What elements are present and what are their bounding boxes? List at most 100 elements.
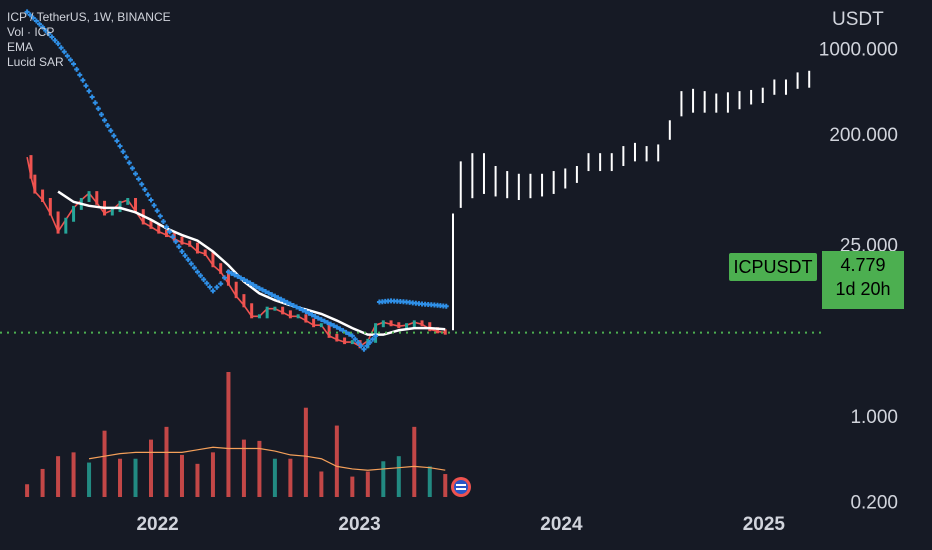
price-candle — [397, 322, 401, 329]
sar-cross — [222, 275, 228, 281]
sar-cross — [210, 288, 216, 294]
price-axis-currency: USDT — [832, 9, 884, 30]
sar-cross — [229, 270, 235, 276]
sar-cross — [49, 34, 55, 40]
indicator-lucid-sar[interactable]: Lucid SAR — [7, 55, 64, 69]
last-price-label: 4.779 1d 20h — [822, 251, 904, 309]
sar-cross — [287, 301, 293, 307]
sar-cross — [67, 57, 73, 63]
sar-cross — [36, 21, 42, 27]
sar-cross — [194, 269, 200, 275]
sar-cross — [61, 49, 67, 55]
price-candle — [56, 211, 60, 234]
sar-cross — [266, 290, 272, 296]
sar-cross — [367, 340, 373, 346]
price-candle — [374, 323, 378, 343]
sar-cross — [358, 343, 364, 349]
symbol-title[interactable]: ICP / TetherUS, 1W, BINANCE — [7, 10, 171, 24]
indicator-volume[interactable]: Vol · ICP — [7, 25, 55, 39]
sar-cross — [52, 37, 58, 43]
sar-cross — [83, 83, 89, 89]
sar-cross — [120, 149, 126, 155]
price-candle — [226, 269, 230, 286]
price-candle — [273, 306, 277, 311]
price-candle — [443, 329, 447, 335]
sar-cross — [80, 77, 86, 83]
sar-cross — [263, 288, 269, 294]
sar-cross — [108, 128, 114, 134]
sar-cross — [185, 257, 191, 263]
price-candle — [405, 323, 409, 329]
volume-layer — [25, 372, 448, 497]
sar-cross — [272, 293, 278, 299]
price-candle — [87, 191, 91, 203]
price-candle — [203, 249, 207, 256]
sar-cross — [318, 317, 324, 323]
sar-cross — [139, 181, 145, 187]
sar-cross — [33, 18, 39, 24]
sar-cross — [214, 284, 220, 290]
sar-cross — [64, 53, 70, 59]
sar-cross — [373, 333, 379, 339]
volume-bar — [319, 471, 324, 497]
volume-bar — [164, 426, 169, 497]
time-tick-label: 2023 — [338, 514, 380, 535]
sar-cross — [114, 138, 120, 144]
sar-cross — [290, 302, 296, 308]
time-tick-label: 2025 — [743, 514, 786, 535]
volume-bar — [241, 439, 246, 497]
volume-bar — [179, 454, 184, 497]
price-candle — [319, 323, 323, 328]
sar-cross — [250, 282, 256, 288]
sar-cross — [352, 336, 358, 342]
indicator-ema[interactable]: EMA — [7, 40, 34, 54]
sar-cross — [71, 61, 77, 67]
sar-cross — [123, 154, 129, 160]
sar-cross — [346, 331, 352, 337]
price-candle — [234, 281, 238, 299]
ema-layer — [57, 190, 446, 336]
volume-bar — [56, 456, 61, 497]
price-candle — [257, 314, 261, 319]
sar-cross — [58, 45, 64, 51]
sar-cross — [145, 192, 151, 198]
sar-cross — [303, 309, 309, 315]
volume-ma-line — [88, 446, 446, 471]
price-candle — [343, 337, 347, 345]
lucid-sar-layer — [24, 9, 449, 352]
sar-cross — [315, 315, 321, 321]
sar-cross — [218, 281, 224, 287]
sar-cross — [154, 208, 160, 214]
sar-cross — [247, 280, 253, 286]
price-candle — [157, 224, 161, 234]
price-candle — [72, 205, 76, 222]
sar-cross — [306, 310, 312, 316]
sar-cross — [24, 9, 30, 15]
sar-cross — [98, 111, 104, 117]
volume-bar — [412, 426, 417, 497]
volume-bar — [396, 456, 401, 497]
price-candle — [126, 198, 130, 205]
sar-cross — [105, 122, 111, 128]
sar-cross — [151, 202, 157, 208]
sar-cross — [95, 106, 101, 112]
sar-cross — [191, 265, 197, 271]
price-candle — [110, 208, 114, 216]
price-candle — [288, 310, 292, 319]
sar-cross — [238, 275, 244, 281]
price-tick-label: 1000.000 — [819, 40, 898, 61]
last-price-value: 4.779 — [840, 255, 886, 275]
volume-bar — [118, 458, 123, 497]
price-candle — [420, 320, 424, 327]
flag-icon[interactable] — [451, 477, 471, 497]
sar-cross — [232, 272, 238, 278]
sar-cross — [300, 307, 306, 313]
time-axis[interactable]: 2022 2023 2024 2025 — [136, 514, 785, 535]
sar-cross — [325, 320, 331, 326]
sar-cross — [201, 276, 207, 282]
price-candle — [296, 314, 300, 319]
volume-bar — [226, 372, 231, 497]
